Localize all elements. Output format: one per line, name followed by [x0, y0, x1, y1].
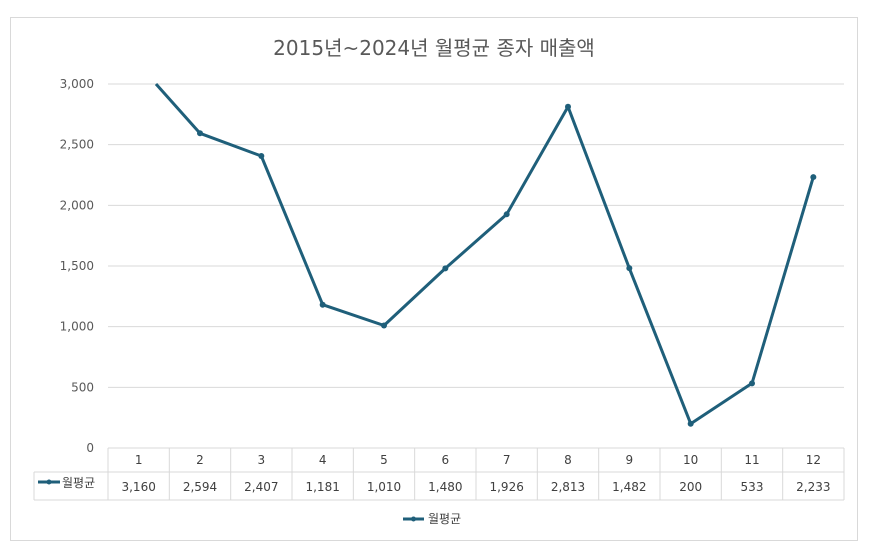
- table-value-cell: 2,233: [796, 480, 830, 494]
- legend-marker-point: [411, 516, 416, 522]
- table-series-label: 월평균: [62, 476, 95, 490]
- x-tick-label: 8: [564, 453, 572, 467]
- table-value-cell: 3,160: [121, 480, 155, 494]
- data-point: [687, 420, 694, 427]
- x-tick-label: 9: [626, 453, 634, 467]
- y-tick-label: 500: [71, 380, 94, 394]
- x-tick-label: 10: [683, 453, 698, 467]
- data-point: [442, 265, 449, 272]
- data-point: [749, 380, 755, 387]
- y-axis-ticks: 0 500 1,000 1,500 2,000 2,500 3,000: [60, 77, 94, 455]
- table-legend-point: [46, 479, 52, 485]
- table-value-cell: 533: [741, 480, 764, 494]
- table-value-cell: 1,926: [489, 480, 523, 494]
- y-tick-label: 2,500: [60, 138, 94, 152]
- data-point: [258, 152, 265, 159]
- x-tick-label: 6: [442, 453, 450, 467]
- x-tick-label: 12: [806, 453, 821, 467]
- legend: 월평균: [403, 512, 461, 526]
- data-point: [810, 174, 817, 181]
- x-tick-label: 4: [319, 453, 327, 467]
- data-point: [503, 211, 510, 218]
- table-value-cell: 1,480: [428, 480, 462, 494]
- series-points: [197, 103, 817, 427]
- data-point: [626, 265, 633, 272]
- x-tick-label: 1: [135, 453, 143, 467]
- series-line-월평균: [154, 83, 815, 426]
- y-tick-label: 1,500: [60, 259, 94, 273]
- chart-title: 2015년~2024년 월평균 종자 매출액: [273, 36, 595, 60]
- table-value-cell: 1,181: [305, 480, 339, 494]
- table-value-cell: 1,482: [612, 480, 646, 494]
- table-value-cell: 2,594: [183, 480, 217, 494]
- data-table: 1 3,160 2 2,594 3 2,407 4 1,181 5 1,010 6 1,480 7 1,9…: [33, 447, 845, 501]
- data-point: [381, 322, 387, 329]
- data-point: [565, 103, 571, 110]
- legend-label: 월평균: [428, 512, 461, 526]
- x-tick-label: 5: [380, 453, 388, 467]
- x-tick-label: 3: [258, 453, 266, 467]
- table-value-cell: 2,813: [551, 480, 585, 494]
- x-tick-label: 2: [196, 453, 204, 467]
- y-tick-label: 0: [86, 441, 94, 455]
- table-value-cell: 1,010: [367, 480, 401, 494]
- data-point: [319, 301, 326, 308]
- y-tick-label: 2,000: [60, 198, 94, 212]
- y-tick-label: 1,000: [60, 320, 94, 334]
- x-tick-label: 11: [744, 453, 759, 467]
- gridlines: [108, 83, 844, 388]
- table-value-cell: 2,407: [244, 480, 278, 494]
- table-value-cell: 200: [679, 480, 702, 494]
- data-point: [197, 130, 203, 137]
- y-tick-label: 3,000: [60, 77, 94, 91]
- x-tick-label: 7: [503, 453, 511, 467]
